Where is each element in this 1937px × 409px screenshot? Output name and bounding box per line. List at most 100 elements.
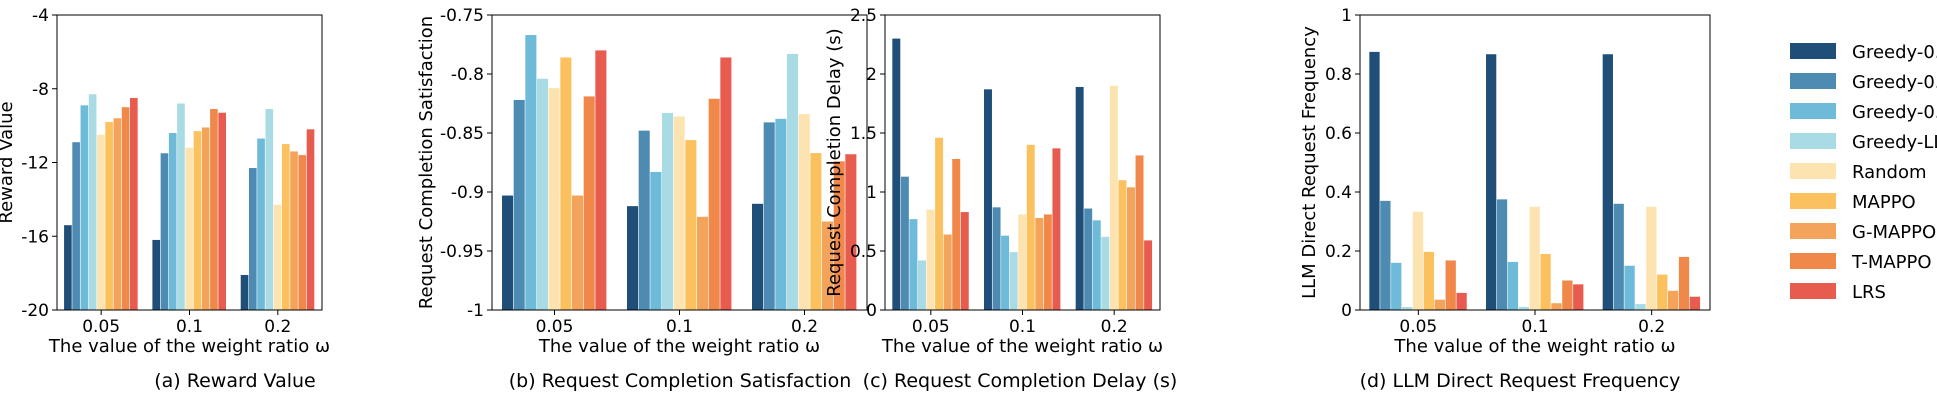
y-tick-label: 1 <box>1341 6 1352 26</box>
bar-greedy-0-1-0-05 <box>64 225 72 310</box>
legend-swatch-random <box>1790 163 1836 179</box>
x-tick-label: 0.05 <box>1399 317 1437 337</box>
y-tick-label: 0 <box>1341 301 1352 321</box>
bar-mappo-0-05 <box>560 57 572 311</box>
bar-lrs-0-2 <box>1689 296 1701 310</box>
x-tick-label: 0.1 <box>176 317 203 337</box>
bar-greedy-0-5-0-2 <box>1624 265 1635 310</box>
bar-random-0-2 <box>273 204 282 310</box>
bar-greedy-0-5-0-1 <box>168 133 177 310</box>
bar-greedy-llm-0-05 <box>1402 307 1413 310</box>
x-tick-label: 0.05 <box>536 317 574 337</box>
bar-mappo-0-2 <box>281 144 290 310</box>
bar-lrs-0-2 <box>1144 240 1153 310</box>
bar-greedy-llm-0-05 <box>537 78 549 310</box>
bar-greedy-llm-0-2 <box>1101 236 1110 310</box>
bar-greedy-0-5-0-05 <box>1391 262 1402 310</box>
x-tick-label: 0.05 <box>82 317 120 337</box>
bar-g-mappo-0-2 <box>1668 290 1679 310</box>
y-axis-label: LLM Direct Request Frequency <box>1299 26 1320 299</box>
bar-t-mappo-0-2 <box>1135 155 1144 310</box>
bar-t-mappo-0-2 <box>298 155 307 311</box>
y-tick-label: -0.8 <box>451 65 484 85</box>
bar-t-mappo-0-05 <box>1445 260 1456 310</box>
bar-lrs-0-2 <box>306 129 315 310</box>
legend: Greedy-0.1 Greedy-0.3 Greedy-0.5 Greedy-… <box>1790 42 1937 303</box>
x-tick-label: 0.05 <box>912 317 950 337</box>
y-tick-label: 0.8 <box>1325 65 1352 85</box>
bar-mappo-0-05 <box>105 121 113 310</box>
bar-greedy-0-1-0-2 <box>240 274 249 310</box>
y-tick-label: 1.5 <box>850 124 877 144</box>
bar-greedy-llm-0-05 <box>918 260 926 310</box>
bar-greedy-llm-0-1 <box>1518 307 1529 310</box>
bar-t-mappo-0-1 <box>210 109 218 310</box>
bar-greedy-0-1-0-2 <box>1602 54 1613 310</box>
y-tick-label: -16 <box>21 227 49 247</box>
legend-swatch-t-mappo <box>1790 253 1836 269</box>
bar-t-mappo-0-2 <box>833 161 845 310</box>
y-tick-label: -12 <box>21 154 49 174</box>
bar-t-mappo-0-1 <box>1562 280 1573 310</box>
y-tick-label: 0.6 <box>1325 124 1352 144</box>
bar-greedy-0-5-0-2 <box>1092 220 1101 310</box>
bar-mappo-0-05 <box>935 137 944 310</box>
bar-greedy-0-1-0-05 <box>502 195 514 310</box>
bar-greedy-0-1-0-05 <box>892 38 901 310</box>
legend-swatch-lrs <box>1790 283 1836 299</box>
legend-swatch-mappo <box>1790 193 1836 209</box>
bar-random-0-1 <box>185 147 194 310</box>
bar-t-mappo-0-1 <box>1043 214 1052 310</box>
y-axis-label: Reward Value <box>0 101 17 223</box>
bar-lrs-0-1 <box>218 112 226 310</box>
x-tick-label: 0.2 <box>264 317 291 337</box>
bar-g-mappo-0-05 <box>572 195 584 310</box>
bar-greedy-0-3-0-2 <box>1613 203 1624 310</box>
bar-greedy-0-1-0-1 <box>627 206 639 310</box>
bar-greedy-llm-0-1 <box>177 103 185 310</box>
y-tick-label: 2 <box>866 65 877 85</box>
legend-label-t-mappo: T-MAPPO <box>1851 252 1932 273</box>
bar-t-mappo-0-1 <box>708 98 720 310</box>
x-tick-label: 0.1 <box>1009 317 1036 337</box>
bar-greedy-llm-0-1 <box>662 112 674 310</box>
y-tick-label: -0.75 <box>440 6 484 26</box>
y-tick-label: 2.5 <box>850 6 877 26</box>
legend-label-greedy-0-5: Greedy-0.5 <box>1852 102 1937 123</box>
y-tick-label: 0.4 <box>1325 183 1352 203</box>
bar-greedy-0-5-0-05 <box>525 35 537 311</box>
legend-label-greedy-0-3: Greedy-0.3 <box>1852 72 1937 93</box>
bar-greedy-0-1-0-05 <box>1369 51 1380 311</box>
bar-greedy-0-3-0-05 <box>900 176 909 310</box>
y-tick-label: -8 <box>32 80 49 100</box>
y-tick-label: 0.5 <box>850 242 877 262</box>
bar-mappo-0-1 <box>1026 144 1035 310</box>
bar-g-mappo-0-1 <box>201 127 210 310</box>
bar-random-0-05 <box>1412 211 1424 310</box>
y-axis-label: Request Completion Satisfaction <box>416 16 437 309</box>
x-tick-label: 0.2 <box>791 317 818 337</box>
bar-greedy-0-5-0-1 <box>650 171 662 310</box>
legend-label-mappo: MAPPO <box>1852 192 1916 213</box>
bar-greedy-0-1-0-1 <box>152 239 161 310</box>
y-tick-label: -0.95 <box>440 242 484 262</box>
y-tick-label: 1 <box>866 183 877 203</box>
bar-mappo-0-2 <box>1118 180 1127 310</box>
y-tick-label: 0.2 <box>1325 242 1352 262</box>
bar-g-mappo-0-2 <box>290 151 298 310</box>
bar-random-0-1 <box>673 116 685 310</box>
bar-g-mappo-0-1 <box>697 216 709 310</box>
bar-greedy-0-1-0-2 <box>752 203 764 310</box>
bar-lrs-0-05 <box>960 212 969 310</box>
x-tick-label: 0.2 <box>1638 317 1665 337</box>
panel-caption: (c) Request Completion Delay (s) <box>863 370 1178 392</box>
bar-greedy-0-3-0-2 <box>1084 208 1093 310</box>
bar-greedy-0-3-0-05 <box>513 99 525 311</box>
bar-mappo-0-1 <box>685 140 697 310</box>
bar-greedy-0-5-0-2 <box>257 138 265 310</box>
bar-lrs-0-05 <box>1456 292 1467 310</box>
bar-mappo-0-1 <box>193 131 202 310</box>
